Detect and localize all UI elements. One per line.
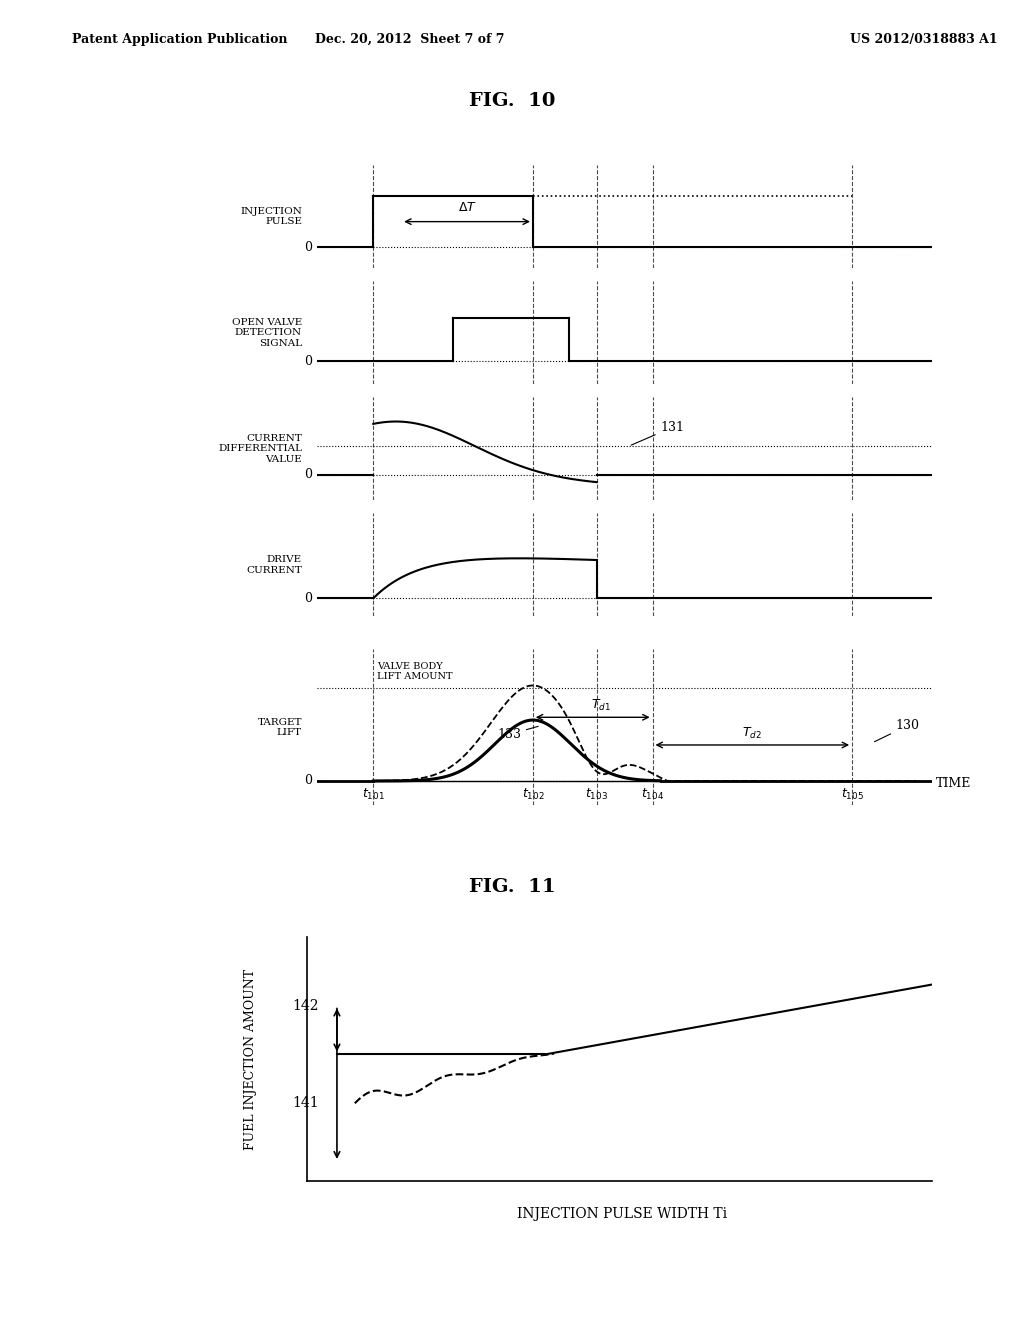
Text: FIG.  10: FIG. 10 [469, 92, 555, 111]
Text: TARGET
LIFT: TARGET LIFT [258, 718, 302, 737]
Text: Dec. 20, 2012  Sheet 7 of 7: Dec. 20, 2012 Sheet 7 of 7 [314, 33, 505, 46]
Text: US 2012/0318883 A1: US 2012/0318883 A1 [850, 33, 997, 46]
Text: INJECTION PULSE WIDTH Ti: INJECTION PULSE WIDTH Ti [517, 1206, 728, 1221]
Text: $T_{d2}$: $T_{d2}$ [742, 726, 762, 741]
Text: 0: 0 [304, 355, 312, 368]
Text: $\Delta T$: $\Delta T$ [458, 201, 476, 214]
Text: Patent Application Publication: Patent Application Publication [72, 33, 287, 46]
Text: 130: 130 [874, 719, 920, 742]
Text: 131: 131 [631, 421, 685, 445]
Text: 0: 0 [304, 775, 312, 788]
Text: 133: 133 [497, 726, 539, 741]
Text: CURRENT
DIFFERENTIAL
VALUE: CURRENT DIFFERENTIAL VALUE [218, 434, 302, 463]
Text: $t_{101}$: $t_{101}$ [361, 787, 385, 803]
Text: 0: 0 [304, 240, 312, 253]
Text: FUEL INJECTION AMOUNT: FUEL INJECTION AMOUNT [245, 969, 257, 1150]
Text: $t_{103}$: $t_{103}$ [586, 787, 608, 803]
Text: $T_{d1}$: $T_{d1}$ [591, 698, 610, 713]
Text: FIG.  11: FIG. 11 [469, 878, 555, 896]
Text: $t_{102}$: $t_{102}$ [521, 787, 544, 803]
Text: 0: 0 [304, 591, 312, 605]
Text: $t_{104}$: $t_{104}$ [641, 787, 665, 803]
Text: 142: 142 [293, 998, 319, 1012]
Text: DRIVE
CURRENT: DRIVE CURRENT [246, 556, 302, 574]
Text: $t_{105}$: $t_{105}$ [841, 787, 863, 803]
Text: VALVE BODY
LIFT AMOUNT: VALVE BODY LIFT AMOUNT [377, 661, 453, 681]
Text: 141: 141 [293, 1096, 319, 1110]
Text: OPEN VALVE
DETECTION
SIGNAL: OPEN VALVE DETECTION SIGNAL [231, 318, 302, 347]
Text: TIME: TIME [936, 776, 971, 789]
Text: INJECTION
PULSE: INJECTION PULSE [241, 207, 302, 226]
Text: 0: 0 [304, 469, 312, 480]
